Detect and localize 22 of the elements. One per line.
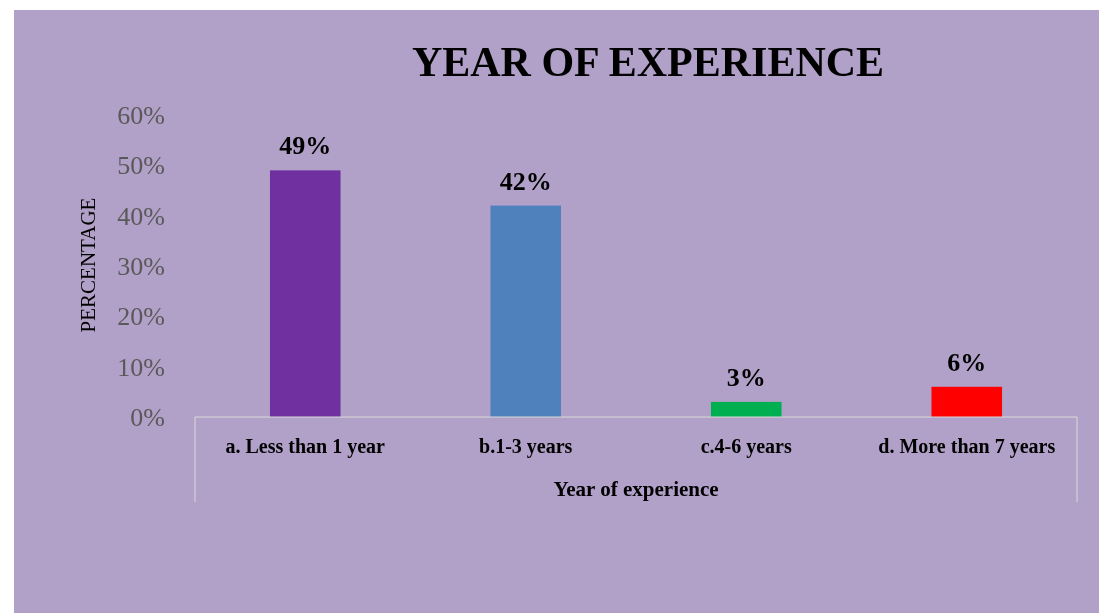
bar <box>710 401 782 417</box>
x-axis-title: Year of experience <box>553 477 719 501</box>
y-tick-label: 20% <box>117 302 165 332</box>
bar <box>269 170 341 417</box>
x-tick-label: c.4-6 years <box>700 435 792 458</box>
bar <box>490 205 562 417</box>
y-tick-label: 50% <box>117 151 165 181</box>
y-tick-label: 0% <box>130 403 165 432</box>
x-tick-label: b.1-3 years <box>479 435 573 458</box>
chart-title: YEAR OF EXPERIENCE <box>411 39 885 85</box>
x-tick-label: a. Less than 1 year <box>225 435 386 458</box>
x-tick-label: d. More than 7 years <box>878 435 1056 458</box>
y-tick-label: 60% <box>117 101 165 130</box>
data-label: 3% <box>726 362 766 392</box>
y-tick-label: 30% <box>117 252 165 281</box>
data-label: 42% <box>499 166 552 196</box>
data-label: 49% <box>279 131 332 161</box>
data-label: 6% <box>947 347 987 377</box>
bar <box>931 386 1003 417</box>
y-axis-title: PERCENTAGE <box>76 197 100 333</box>
y-tick-label: 10% <box>117 352 165 382</box>
y-tick-label: 40% <box>117 201 165 231</box>
